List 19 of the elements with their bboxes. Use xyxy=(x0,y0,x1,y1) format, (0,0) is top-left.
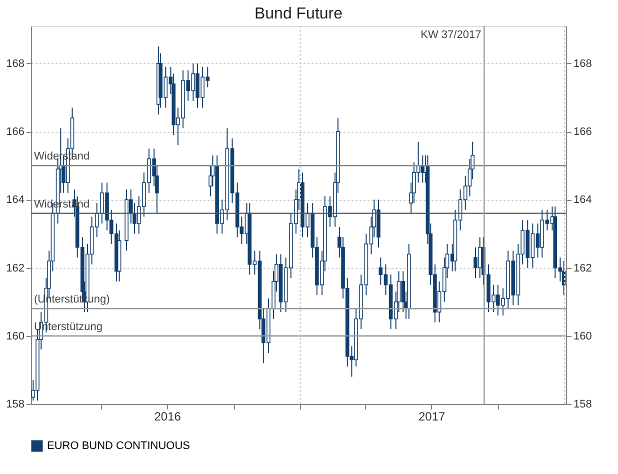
y-tick-label: 158 xyxy=(6,398,24,410)
y2-tick-label: 168 xyxy=(574,58,592,70)
y-tick-label: 166 xyxy=(6,126,24,138)
y-tick-label: 160 xyxy=(6,330,24,342)
legend-label: EURO BUND CONTINUOUS xyxy=(47,440,190,452)
candlestick xyxy=(478,236,482,278)
y2-tick-label: 160 xyxy=(574,330,592,342)
x-tick-label: 2017 xyxy=(418,410,446,424)
y-tick-label: 162 xyxy=(6,262,24,274)
y-tick-label: 168 xyxy=(6,58,24,70)
y2-tick-label: 164 xyxy=(574,194,592,206)
chart-title: Bund Future xyxy=(254,5,343,22)
y-tick-label: 164 xyxy=(6,194,24,206)
y2-tick-label: 158 xyxy=(574,398,592,410)
x-tick-label: 2016 xyxy=(154,410,182,424)
y2-tick-label: 166 xyxy=(574,126,592,138)
candlestick xyxy=(474,246,478,278)
ref-line-label: KW 37/2017 xyxy=(420,29,482,41)
y2-tick-label: 162 xyxy=(574,262,592,274)
